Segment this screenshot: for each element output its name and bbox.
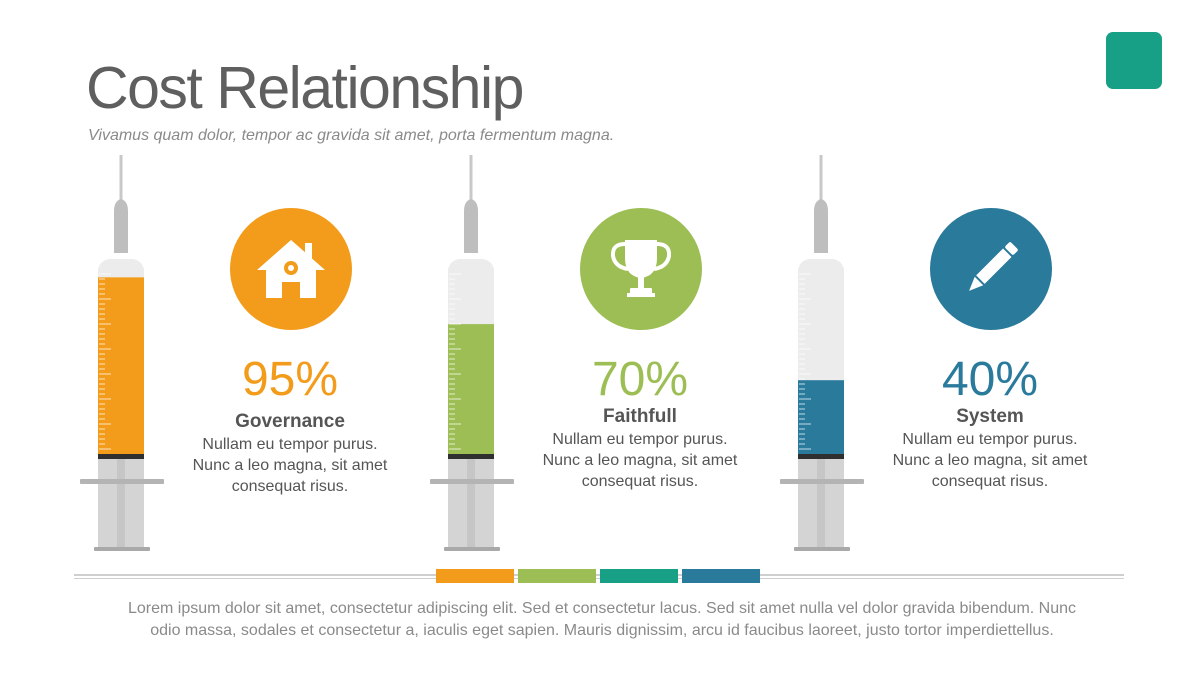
syringe-scale xyxy=(449,273,461,450)
syringe-flange xyxy=(430,479,514,484)
heading-faithfull: Faithfull xyxy=(603,406,677,427)
syringe-needle xyxy=(469,155,473,205)
heading-governance: Governance xyxy=(235,411,345,432)
syringe-rod-center xyxy=(467,459,475,547)
heading-system: System xyxy=(956,406,1024,427)
syringe-scale xyxy=(99,273,111,450)
syringe-needle xyxy=(819,155,823,205)
syringe-hub xyxy=(814,199,828,253)
syringe-flange xyxy=(780,479,864,484)
syringe-system xyxy=(780,155,864,551)
legend-swatch-green xyxy=(518,569,596,583)
percent-faithfull: 70% xyxy=(591,353,689,406)
syringe-hub xyxy=(114,199,128,253)
syringe-hub xyxy=(464,199,478,253)
percent-system: 40% xyxy=(941,353,1039,406)
legend-swatch-teal xyxy=(600,569,678,583)
page-subtitle: Vivamus quam dolor, tempor ac gravida si… xyxy=(88,127,615,144)
syringe-thumb-rest xyxy=(444,547,500,551)
syringe-liquid xyxy=(448,324,494,455)
corner-accent-square xyxy=(1106,32,1162,89)
syringe-seal xyxy=(798,454,844,459)
syringe-flange xyxy=(80,479,164,484)
body-governance: Nullam eu tempor purus. Nunc a leo magna,… xyxy=(192,436,388,495)
body-faithfull: Nullam eu tempor purus. Nunc a leo magna,… xyxy=(542,431,738,490)
syringe-liquid xyxy=(798,380,844,455)
percent-governance: 95% xyxy=(241,353,339,406)
syringe-rod-center xyxy=(817,459,825,547)
icon-circle-governance xyxy=(230,208,352,330)
syringe-rod-center xyxy=(117,459,125,547)
page-title: Cost Relationship xyxy=(86,55,524,121)
divider-line xyxy=(74,574,1124,576)
syringe-thumb-rest xyxy=(794,547,850,551)
syringe-scale xyxy=(799,273,811,450)
icon-circle-system xyxy=(930,208,1052,330)
body-system: Nullam eu tempor purus. Nunc a leo magna,… xyxy=(892,431,1088,490)
home-icon xyxy=(257,240,325,298)
syringe-faithfull xyxy=(430,155,514,551)
syringe-liquid xyxy=(98,277,144,455)
syringe-governance xyxy=(80,155,164,551)
divider-line-thin xyxy=(74,578,1124,579)
syringe-seal xyxy=(98,454,144,459)
syringe-seal xyxy=(448,454,494,459)
legend-swatch-blue xyxy=(682,569,760,583)
syringe-needle xyxy=(119,155,123,205)
icon-circle-faithfull xyxy=(580,208,702,330)
trophy-icon xyxy=(610,240,672,297)
syringe-thumb-rest xyxy=(94,547,150,551)
footer-text: Lorem ipsum dolor sit amet, consectetur … xyxy=(127,600,1077,639)
pencil-icon xyxy=(969,242,1018,291)
legend-swatch-orange xyxy=(436,569,514,583)
